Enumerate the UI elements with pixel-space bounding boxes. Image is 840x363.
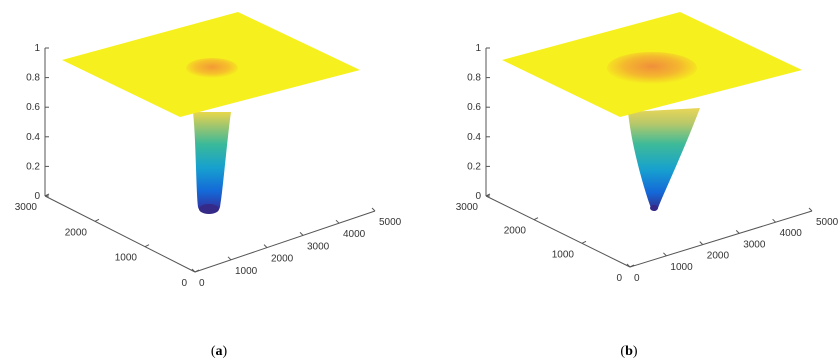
panel-a-x-axis (194, 210, 376, 273)
panel-a-z-tick-label: 0.6 (26, 102, 40, 113)
panel-b-y-tick-label: 1000 (552, 249, 575, 260)
panel-a-well (193, 112, 231, 214)
panel-b-x-tick-mark (663, 252, 667, 257)
panel-b-x-tick-mark (735, 230, 740, 234)
panel-a-x-tick-label: 4000 (343, 229, 366, 240)
panel-a-z-tick-label: 0.4 (26, 132, 40, 143)
panel-b-x-tick-label: 1000 (670, 262, 693, 273)
panel-b-y-tick-mark (629, 264, 635, 268)
panel-b-x-tick-mark (699, 241, 704, 245)
panel-a-x-tick-label: 2000 (271, 254, 294, 265)
panel-a-z-tick-label: 1 (34, 43, 40, 54)
panel-b-x-tick-label: 4000 (780, 228, 803, 239)
panel-a-x-tick-label: 0 (199, 278, 205, 289)
panel-b-y-tick-mark (533, 217, 539, 221)
panel-a-y-tick-mark (94, 218, 100, 222)
panel-a-x-tick-label: 1000 (235, 266, 258, 277)
panel-a-x-tick-mark (335, 219, 340, 224)
panel-b-z-tick-label: 0.4 (467, 132, 481, 143)
panel-b-x-tick-mark (626, 263, 631, 268)
panel-b-y-tick-label: 0 (616, 273, 622, 284)
panel-a: 00.20.40.60.8101000200030000100020003000… (15, 12, 402, 359)
panel-b-well (628, 108, 700, 211)
panel-a-dip (186, 58, 238, 78)
panel-b: 00.20.40.60.8101000200030000100020003000… (456, 12, 839, 359)
panel-a-well-bottom (199, 204, 219, 214)
panel-b-x-tick-label: 3000 (743, 239, 766, 250)
panel-b-z-tick-label: 1 (475, 43, 481, 54)
panel-a-caption: (a) (211, 344, 228, 359)
panel-b-axes (485, 48, 813, 268)
panel-a-axes (44, 48, 376, 273)
panel-b-x-tick-mark (808, 207, 813, 212)
panel-b-x-tick-label: 0 (634, 273, 640, 284)
panel-b-x-tick-mark (772, 218, 776, 223)
panel-b-x-tick-label: 2000 (707, 251, 730, 262)
panel-a-x-tick-mark (371, 207, 376, 212)
panel-b-dip (607, 52, 697, 84)
panel-a-y-tick-label: 1000 (115, 253, 138, 264)
panel-b-z-tick-label: 0.8 (467, 73, 481, 84)
panel-a-y-tick-label: 0 (181, 278, 187, 289)
panel-a-y-tick-mark (144, 244, 150, 248)
panel-a-y-tick-label: 2000 (65, 227, 88, 238)
panel-a-z-tick-label: 0.8 (26, 73, 40, 84)
panel-b-y-tick-label: 3000 (456, 202, 479, 213)
panel-a-y-axis (44, 195, 196, 273)
panel-b-y-tick-mark (581, 240, 587, 244)
panel-b-z-tick-label: 0 (475, 191, 481, 202)
panel-a-x-tick-mark (227, 256, 232, 261)
panel-a-y-tick-mark (44, 193, 50, 197)
panel-a-x-tick-mark (191, 268, 196, 273)
panel-a-y-tick-mark (194, 269, 200, 273)
panel-b-y-axis (485, 195, 631, 268)
panel-b-y-tick-mark (485, 193, 491, 197)
panel-b-ticks: 00.20.40.60.8101000200030000100020003000… (456, 43, 839, 284)
panel-b-z-tick-label: 0.2 (467, 161, 481, 172)
panel-b-caption: (b) (620, 344, 637, 359)
panel-a-x-tick-label: 5000 (379, 217, 402, 228)
panel-b-well-bottom (650, 205, 658, 211)
panel-a-ticks: 00.20.40.60.8101000200030000100020003000… (15, 43, 402, 289)
panel-b-x-axis (629, 210, 813, 268)
panel-b-x-tick-label: 5000 (816, 217, 839, 228)
panel-b-y-tick-label: 2000 (504, 226, 527, 237)
panel-b-z-tick-label: 0.6 (467, 102, 481, 113)
panel-a-z-tick-label: 0 (34, 191, 40, 202)
panel-a-y-tick-label: 3000 (15, 202, 38, 213)
panel-a-z-tick-label: 0.2 (26, 161, 40, 172)
panel-a-x-tick-label: 3000 (307, 241, 330, 252)
panel-a-x-tick-mark (263, 244, 268, 248)
panel-a-x-tick-mark (299, 232, 304, 236)
